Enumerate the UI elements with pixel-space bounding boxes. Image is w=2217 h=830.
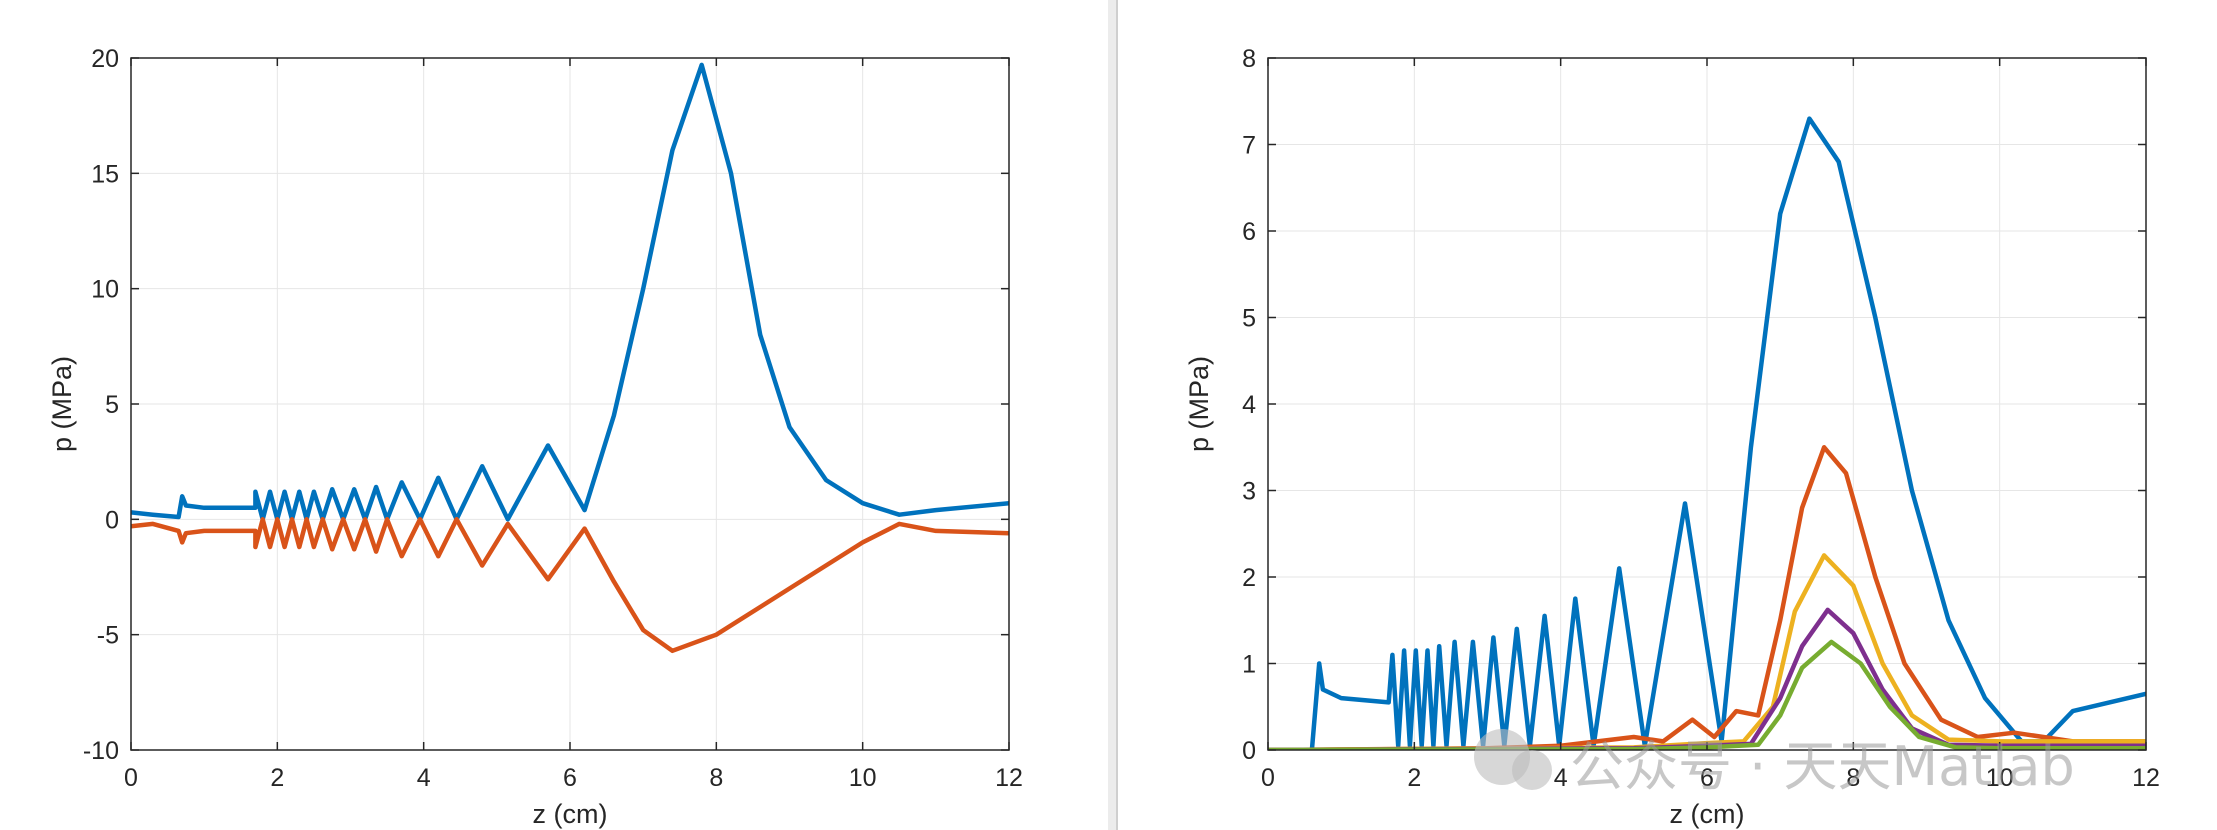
wechat-logo-icon-bubble	[1512, 750, 1552, 790]
y-tick-label: 1	[1242, 651, 1256, 679]
x-tick-label: 2	[1407, 764, 1421, 792]
x-tick-label: 0	[124, 764, 138, 792]
x-tick-label: 8	[1846, 764, 1860, 792]
y-tick-label: 8	[1242, 45, 1256, 73]
x-axis-label: z (cm)	[533, 799, 608, 829]
y-tick-label: 20	[91, 45, 119, 73]
y-tick-label: 5	[105, 391, 119, 419]
x-tick-label: 4	[1554, 764, 1568, 792]
y-tick-label: -10	[83, 737, 119, 765]
y-tick-label: 5	[1242, 305, 1256, 333]
x-tick-label: 4	[417, 764, 431, 792]
x-tick-label: 12	[2132, 764, 2160, 792]
series-line-1	[131, 62, 1009, 522]
y-axis-label: p (MPa)	[47, 356, 77, 452]
series-line-2	[1268, 445, 2146, 750]
x-tick-label: 0	[1261, 764, 1275, 792]
window-divider	[1108, 0, 1116, 830]
y-tick-label: 3	[1242, 478, 1256, 506]
x-tick-label: 6	[563, 764, 577, 792]
watermark: 公众号 · 天天Matlab	[1474, 729, 2075, 798]
x-axis-label: z (cm)	[1670, 799, 1745, 829]
x-tick-label: 12	[995, 764, 1023, 792]
x-tick-label: 8	[709, 764, 723, 792]
y-tick-label: 0	[1242, 737, 1256, 765]
y-tick-label: 6	[1242, 218, 1256, 246]
y-axis-label: p (MPa)	[1184, 356, 1214, 452]
x-tick-label: 10	[849, 764, 877, 792]
watermark-text: 公众号 · 天天Matlab	[1570, 735, 2075, 798]
y-tick-label: -5	[97, 622, 119, 650]
x-tick-label: 2	[270, 764, 284, 792]
series-line-2	[131, 517, 1009, 654]
series-line-3	[1268, 553, 2146, 750]
y-tick-label: 2	[1242, 564, 1256, 592]
y-tick-label: 10	[91, 276, 119, 304]
y-tick-label: 4	[1242, 391, 1256, 419]
left-chart: 0 2 4 6 8 10 12 -10 -5 0 5 10 15 20 z (cm) p (MPa)	[47, 45, 1023, 829]
y-tick-label: 15	[91, 160, 119, 188]
x-tick-label: 6	[1700, 764, 1714, 792]
window-divider-edge	[1116, 0, 1118, 830]
y-tick-label: 7	[1242, 132, 1256, 160]
y-tick-label: 0	[105, 506, 119, 534]
series-line-1	[1268, 116, 2146, 750]
x-tick-label: 10	[1986, 764, 2014, 792]
